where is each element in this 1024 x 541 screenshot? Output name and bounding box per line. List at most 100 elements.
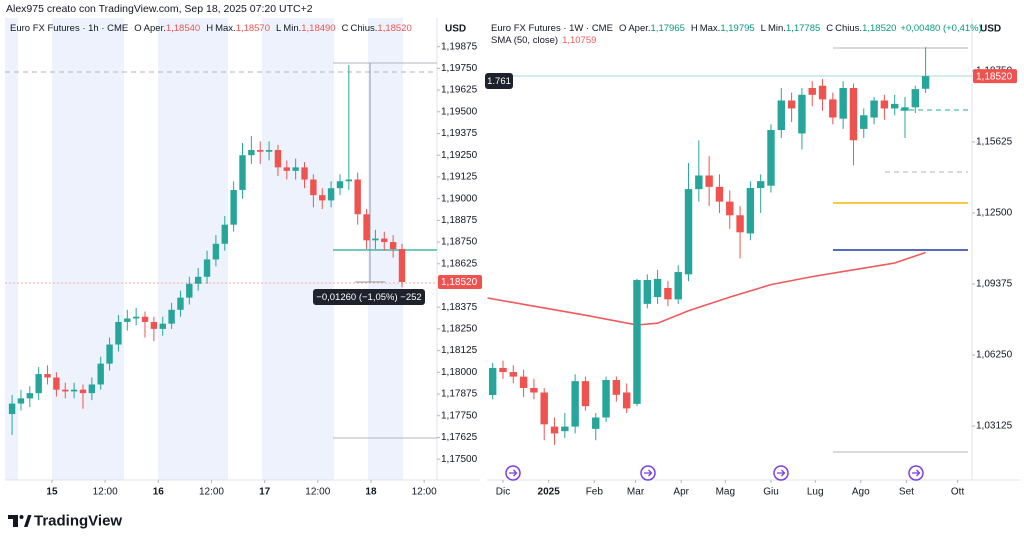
y-tick-label: 1,19250 — [441, 150, 478, 161]
candle-body — [860, 115, 868, 129]
last-price-label: 1,18520 — [976, 71, 1013, 82]
y-tick-label: 1,17750 — [441, 410, 478, 421]
candle-body — [79, 389, 87, 394]
candle-body — [911, 89, 920, 108]
candle-body — [62, 389, 69, 392]
event-icons[interactable] — [505, 465, 924, 481]
legend-name: Aper. — [144, 23, 166, 34]
x-tick-label: Set — [899, 487, 914, 498]
indicator-value: 1,10759 — [562, 35, 596, 46]
candle-body — [643, 280, 652, 304]
candle-body — [798, 94, 806, 134]
legend-name: Chius. — [835, 23, 862, 34]
candle-body — [106, 344, 113, 364]
candle-body — [345, 179, 353, 182]
candle-body — [248, 150, 255, 156]
legend-key: H — [206, 23, 213, 34]
candle-body — [35, 374, 42, 394]
legend-key: O — [134, 23, 141, 34]
legend-key: L — [276, 23, 281, 34]
x-tick-label: Lug — [807, 487, 824, 498]
candle-body — [17, 398, 25, 404]
candle-body — [70, 389, 78, 392]
annotation-box — [313, 289, 425, 305]
y-tick-label: 1,17625 — [441, 432, 478, 443]
candle-body — [194, 276, 202, 284]
x-tick-label: Mar — [627, 487, 645, 498]
candle-body — [168, 309, 175, 324]
session-band — [5, 18, 18, 480]
candle-body — [336, 181, 344, 189]
session-band — [52, 18, 124, 480]
candle-body — [715, 186, 724, 202]
candle-body — [132, 316, 140, 319]
indicator-name: SMA (50, close) — [491, 35, 558, 46]
candle-body — [499, 367, 507, 373]
last-price-box — [973, 69, 1017, 84]
legend-name: Max. — [700, 23, 721, 34]
legend-name: Chius. — [350, 23, 377, 34]
candle-body — [363, 214, 370, 241]
y-tick-label: 1,09375 — [976, 279, 1013, 290]
legend: Euro FX Futures · 1h · CME O Aper.1,18540 H… — [10, 23, 412, 34]
y-tick-label: 1,12500 — [976, 208, 1013, 219]
legend-value: 1,18490 — [301, 23, 335, 34]
candle-body — [221, 224, 228, 244]
candle-body — [88, 384, 96, 394]
logo-text: TradingView — [34, 512, 122, 529]
candle-body — [257, 150, 264, 152]
y-tick-label: 1,19750 — [441, 63, 478, 74]
candle-body — [212, 243, 220, 260]
candle-body — [921, 76, 930, 89]
chart: 1,187501,156251,125001,093751,062501,031… — [485, 23, 1017, 498]
candle-body — [230, 189, 237, 225]
event-icon[interactable] — [505, 465, 521, 481]
candle-body — [695, 175, 703, 190]
event-icon[interactable] — [773, 465, 789, 481]
legend-value: 1,18520 — [377, 23, 411, 34]
candle-body — [756, 181, 765, 188]
candle-body — [301, 167, 308, 180]
event-icon[interactable] — [640, 465, 656, 481]
candle-body — [124, 318, 131, 322]
candle-body — [880, 100, 889, 109]
candle-body — [684, 189, 693, 275]
candle-body — [372, 238, 379, 241]
x-tick-label: 12:00 — [93, 487, 118, 498]
session-band — [368, 18, 403, 480]
candle-body — [901, 107, 909, 111]
x-tick-label: Ago — [852, 487, 870, 498]
x-tick-label: 16 — [153, 487, 165, 498]
plot-frames — [5, 18, 1020, 481]
chart: 1,19875 1,19750 1,19625 1,19500 1,19375 1,192… — [8, 23, 482, 498]
event-icon[interactable] — [908, 465, 924, 481]
legend-value: 1,18520 — [862, 23, 896, 34]
candle-body — [612, 380, 621, 395]
y-tick-label: 1,19375 — [441, 128, 478, 139]
x-tick-label: 15 — [46, 487, 58, 498]
candle-body — [787, 100, 796, 109]
candle-body — [186, 283, 193, 298]
candle-body — [97, 363, 104, 385]
left-drawings — [5, 62, 437, 439]
annotation-label: 1.761 — [487, 76, 511, 87]
legend-key: O — [619, 23, 626, 34]
legend-value: 1,19795 — [720, 23, 754, 34]
x-tick-label: 12:00 — [412, 487, 437, 498]
candle-body — [203, 259, 211, 277]
legend-value: 1,18540 — [166, 23, 200, 34]
candle-body — [674, 272, 682, 300]
candle-body — [327, 188, 335, 201]
session-band — [262, 18, 334, 480]
candle-body — [283, 167, 290, 171]
candle-body — [265, 150, 273, 152]
y-axis-label: USD — [445, 24, 466, 35]
y-axis-label: USD — [980, 24, 1001, 35]
last-price-box — [438, 275, 482, 289]
logo-mark — [8, 515, 18, 527]
candle-body — [561, 426, 569, 432]
candle-body — [571, 381, 579, 427]
x-tick-label: Apr — [673, 487, 689, 498]
y-tick-label: 1,15625 — [976, 137, 1013, 148]
y-tick-label: 1,19625 — [441, 85, 478, 96]
